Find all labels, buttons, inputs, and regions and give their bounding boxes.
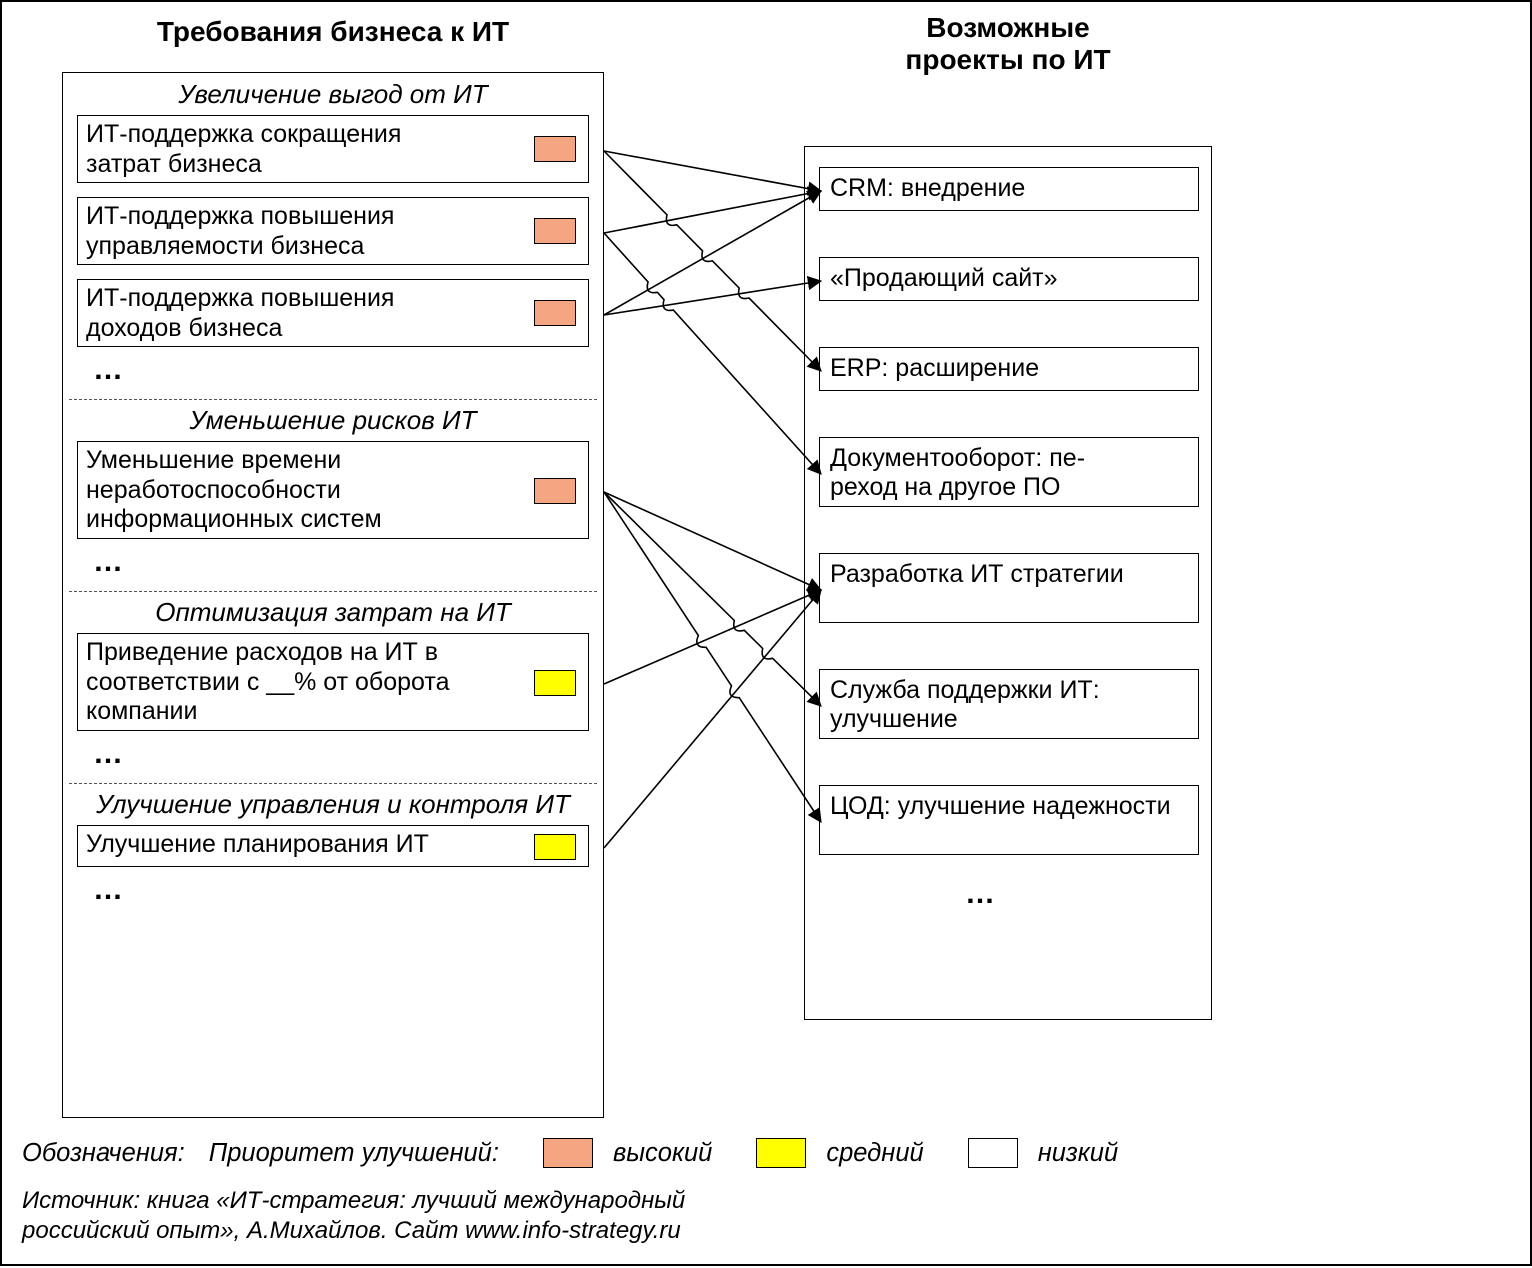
requirement-box: ИТ-поддержка сокращения затрат бизнеса bbox=[77, 115, 589, 183]
requirements-column: Увеличение выгод от ИТ ИТ-поддержка сокр… bbox=[62, 72, 604, 1118]
requirement-box: Приведение расходов на ИТ в соответствии… bbox=[77, 633, 589, 731]
ellipsis: … bbox=[93, 737, 127, 771]
left-column-title: Требования бизнеса к ИТ bbox=[62, 16, 604, 48]
project-box: ERP: расширение bbox=[819, 347, 1199, 391]
priority-swatch-high bbox=[534, 136, 576, 162]
priority-swatch-medium bbox=[534, 670, 576, 696]
priority-swatch-high bbox=[534, 218, 576, 244]
project-box: Разработка ИТ стратегии bbox=[819, 553, 1199, 623]
project-text: Разработка ИТ стратегии bbox=[830, 560, 1124, 588]
connector bbox=[604, 151, 821, 371]
project-box: «Продающий сайт» bbox=[819, 257, 1199, 301]
legend-swatch-low bbox=[968, 1138, 1018, 1168]
connector bbox=[604, 191, 821, 233]
requirement-text: ИТ-поддержка сокращения затрат бизнеса bbox=[86, 120, 466, 179]
section-title: Улучшение управления и контроля ИТ bbox=[63, 789, 603, 820]
requirement-text: ИТ-поддержка повышения доходов бизнеса bbox=[86, 284, 466, 343]
source-citation: Источник: книга «ИТ-стратегия: лучший ме… bbox=[22, 1186, 685, 1246]
project-text: ЦОД: улучшение надежности bbox=[830, 792, 1171, 820]
ellipsis: … bbox=[93, 353, 127, 387]
requirement-box: ИТ-поддержка повышения управляемости биз… bbox=[77, 197, 589, 265]
requirement-text: ИТ-поддержка повышения управляемости биз… bbox=[86, 202, 466, 261]
diagram-frame: Требования бизнеса к ИТ Возможные проект… bbox=[0, 0, 1532, 1266]
ellipsis: … bbox=[93, 545, 127, 579]
projects-column: CRM: внедрение «Продающий сайт» ERP: рас… bbox=[804, 146, 1212, 1020]
connector bbox=[604, 191, 821, 315]
legend-item-label: низкий bbox=[1038, 1139, 1118, 1168]
connector bbox=[604, 492, 821, 590]
project-text: CRM: внедрение bbox=[830, 174, 1025, 202]
legend: Обозначения: Приоритет улучшений: высоки… bbox=[22, 1138, 1502, 1168]
connector bbox=[604, 233, 821, 474]
project-text: Служба поддержки ИТ: улучшение bbox=[830, 676, 1100, 733]
requirement-box: Уменьшение времени неработоспособности и… bbox=[77, 441, 589, 539]
connector bbox=[604, 590, 821, 684]
connector bbox=[604, 151, 821, 191]
right-column-title: Возможные проекты по ИТ bbox=[804, 12, 1212, 76]
requirement-box: Улучшение планирования ИТ bbox=[77, 825, 589, 867]
section-separator bbox=[69, 399, 597, 400]
section-title: Увеличение выгод от ИТ bbox=[63, 79, 603, 110]
ellipsis: … bbox=[965, 877, 999, 911]
project-box: Документооборот: пе- реход на другое ПО bbox=[819, 437, 1199, 507]
connector bbox=[604, 492, 821, 822]
legend-item-label: высокий bbox=[613, 1139, 712, 1168]
requirement-box: ИТ-поддержка повышения доходов бизнеса bbox=[77, 279, 589, 347]
priority-swatch-high bbox=[534, 478, 576, 504]
legend-swatch-high bbox=[543, 1138, 593, 1168]
project-text: «Продающий сайт» bbox=[830, 264, 1058, 292]
priority-swatch-medium bbox=[534, 834, 576, 860]
connector bbox=[604, 590, 821, 848]
section-title: Оптимизация затрат на ИТ bbox=[63, 597, 603, 628]
section-separator bbox=[69, 591, 597, 592]
connector bbox=[604, 281, 821, 315]
legend-label: Обозначения: bbox=[22, 1139, 185, 1168]
priority-swatch-high bbox=[534, 300, 576, 326]
legend-swatch-medium bbox=[756, 1138, 806, 1168]
requirement-text: Приведение расходов на ИТ в соответствии… bbox=[86, 638, 466, 727]
section-separator bbox=[69, 783, 597, 784]
project-text: Документооборот: пе- реход на другое ПО bbox=[830, 444, 1085, 501]
ellipsis: … bbox=[93, 873, 127, 907]
legend-subtitle: Приоритет улучшений: bbox=[209, 1139, 499, 1168]
requirement-text: Улучшение планирования ИТ bbox=[86, 830, 466, 860]
requirement-text: Уменьшение времени неработоспособности и… bbox=[86, 446, 466, 535]
project-text: ERP: расширение bbox=[830, 354, 1039, 382]
project-box: ЦОД: улучшение надежности bbox=[819, 785, 1199, 855]
legend-item-label: средний bbox=[826, 1139, 923, 1168]
project-box: CRM: внедрение bbox=[819, 167, 1199, 211]
section-title: Уменьшение рисков ИТ bbox=[63, 405, 603, 436]
connector bbox=[604, 492, 821, 706]
project-box: Служба поддержки ИТ: улучшение bbox=[819, 669, 1199, 739]
